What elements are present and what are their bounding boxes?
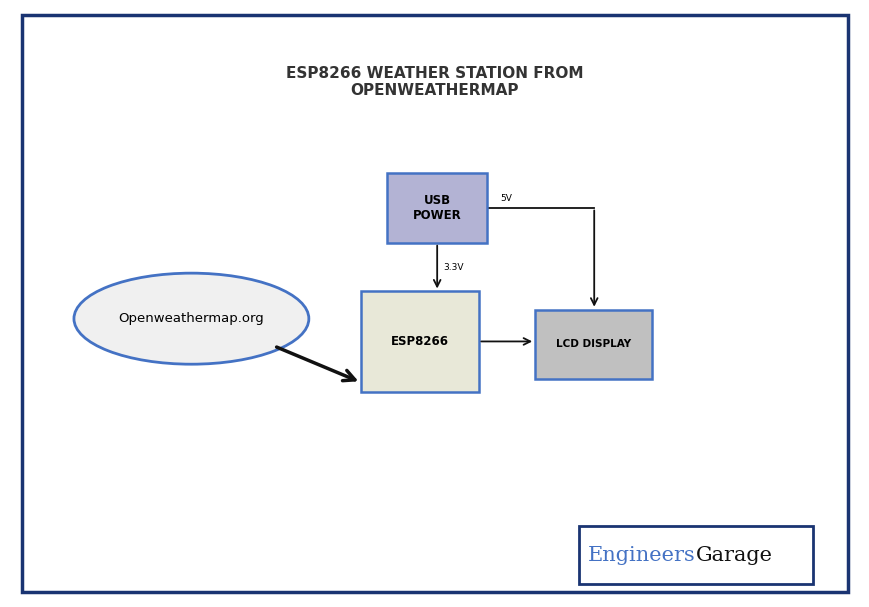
Ellipse shape [74,273,308,364]
Text: 3.3V: 3.3V [443,263,464,271]
FancyBboxPatch shape [387,173,487,243]
FancyBboxPatch shape [534,310,652,379]
Text: ESP8266 WEATHER STATION FROM
OPENWEATHERMAP: ESP8266 WEATHER STATION FROM OPENWEATHER… [286,66,583,98]
Text: 5V: 5V [500,194,512,203]
Text: Engineers: Engineers [587,546,695,565]
FancyBboxPatch shape [361,291,478,392]
Text: Openweathermap.org: Openweathermap.org [118,312,264,325]
Text: LCD DISPLAY: LCD DISPLAY [555,339,631,350]
Text: Garage: Garage [695,546,773,565]
FancyBboxPatch shape [578,526,813,584]
Text: ESP8266: ESP8266 [390,335,448,348]
Text: USB
POWER: USB POWER [412,194,461,222]
